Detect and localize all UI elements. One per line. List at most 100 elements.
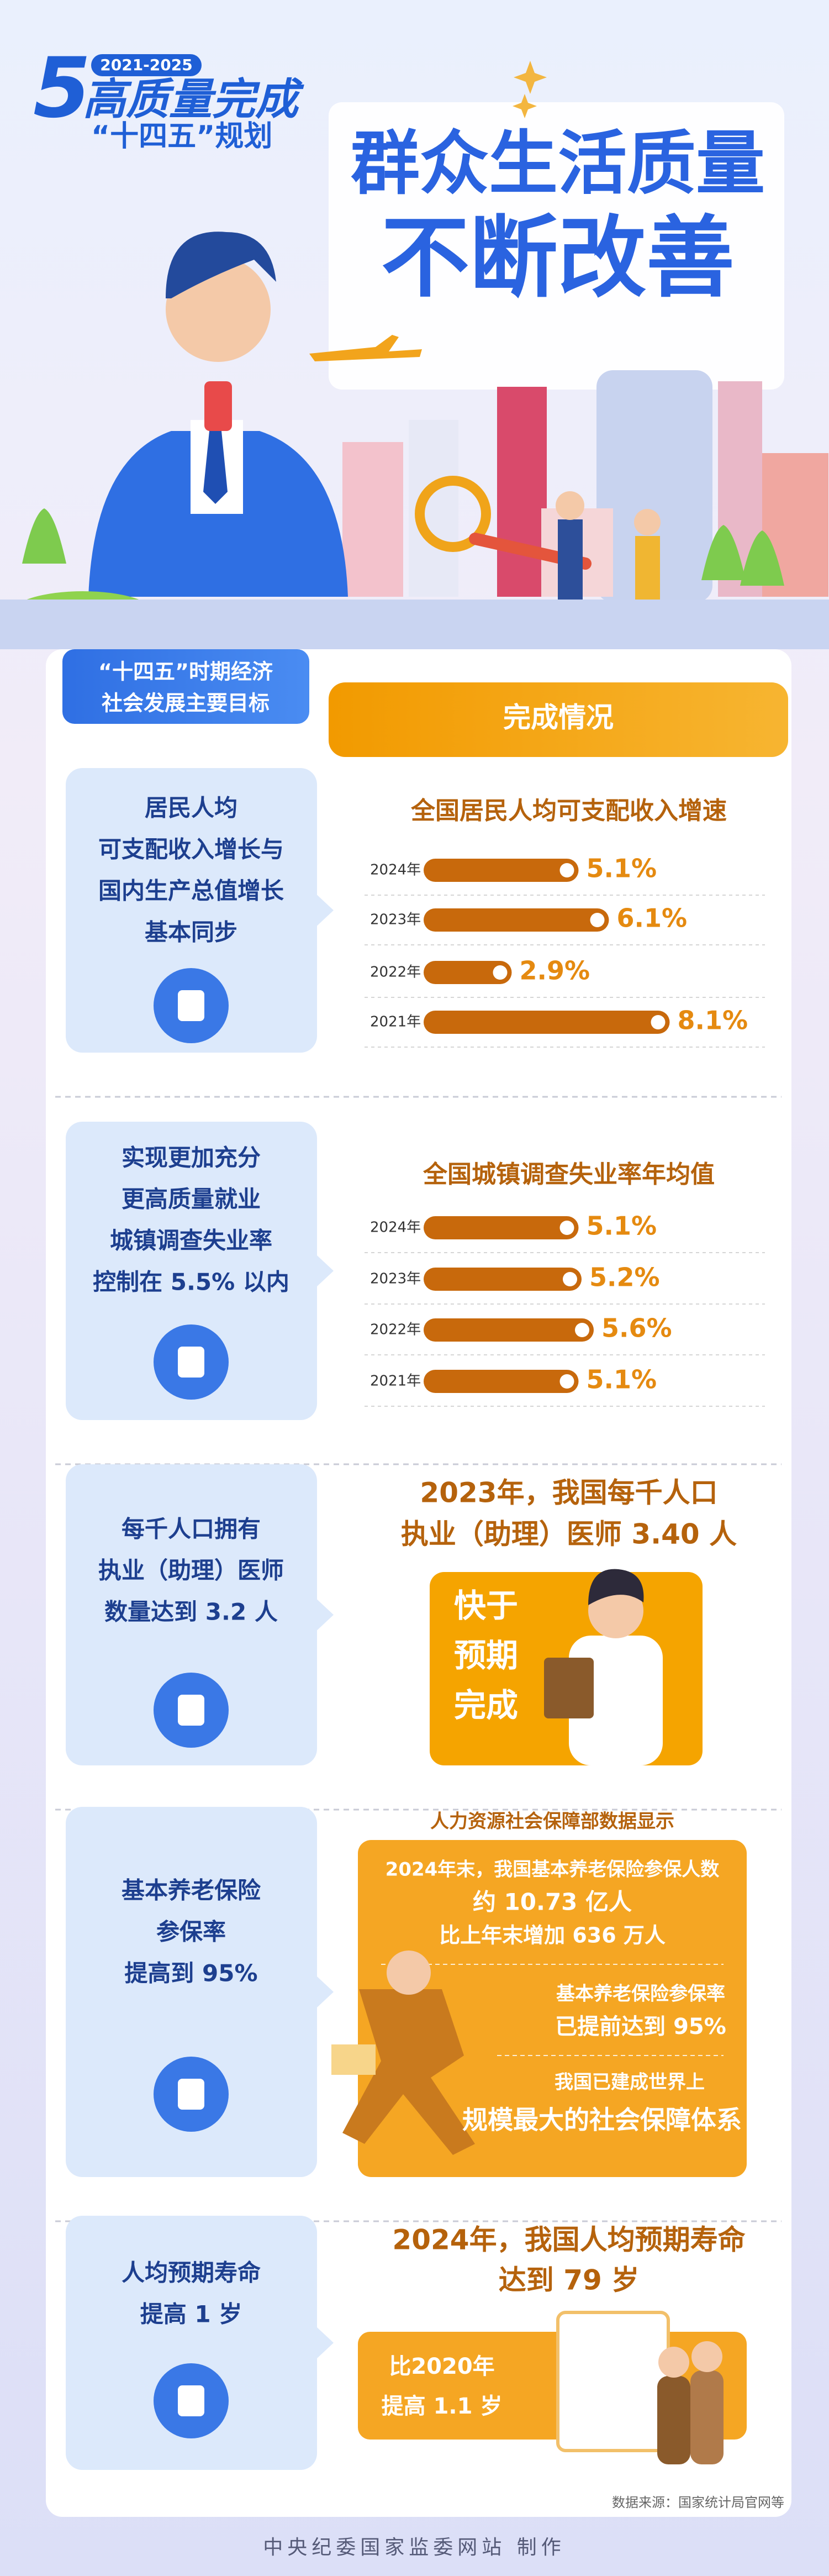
result-text: 约 10.73 亿人: [473, 1889, 632, 1916]
bar: [424, 1318, 594, 1342]
value-label: 5.1%: [587, 1211, 657, 1241]
category-label: 2024年: [370, 862, 421, 879]
bar-dot: [651, 1015, 666, 1029]
result-text: 比2020年: [389, 2354, 494, 2379]
logo-years: 2021-2025: [100, 56, 192, 74]
goal-text: 可支配收入增长与: [98, 836, 284, 863]
result-text: 预期: [454, 1637, 518, 1674]
bar-dot: [590, 913, 605, 927]
bar-dot: [559, 1221, 574, 1235]
bar-dot: [575, 1323, 589, 1337]
goal-text: 数量达到 3.2 人: [104, 1599, 278, 1626]
goal-box: [66, 1122, 317, 1420]
results-tab-label: 完成情况: [503, 702, 614, 734]
elder-body: [690, 2370, 724, 2464]
bar: [424, 1216, 579, 1239]
bar: [424, 859, 579, 882]
result-text: 基本养老保险参保率: [556, 1983, 725, 2005]
goals-tab: [62, 649, 309, 724]
logo-numeral: 5: [33, 40, 91, 136]
goal-text: 控制在 5.5% 以内: [93, 1269, 289, 1296]
value-label: 2.9%: [520, 956, 590, 986]
category-label: 2022年: [370, 1322, 421, 1338]
goal-arrow: [317, 895, 334, 926]
goal-arrow: [317, 1255, 334, 1286]
goal-text: 基本同步: [145, 919, 237, 946]
bar: [424, 1011, 670, 1034]
title-line: 群众生活质量: [351, 124, 765, 204]
goal-box: [66, 768, 317, 1053]
category-label: 2022年: [370, 964, 421, 981]
result-text: 提高 1.1 岁: [382, 2394, 503, 2419]
elder-head: [658, 2347, 689, 2378]
goal-text: 国内生产总值增长: [98, 877, 284, 905]
result-text: 达到 79 岁: [499, 2264, 639, 2296]
goal-box: [66, 1464, 317, 1765]
result-text: 全国城镇调查失业率年均值: [423, 1160, 715, 1189]
clipboard: [544, 1658, 594, 1718]
value-label: 5.2%: [589, 1263, 660, 1292]
result-text: 我国已建成世界上: [555, 2072, 705, 2094]
result-text: 已提前达到 95%: [555, 2014, 726, 2039]
category-label: 2021年: [370, 1014, 421, 1031]
envelope: [331, 2044, 376, 2075]
goal-text: 人均预期寿命: [122, 2259, 261, 2286]
doctor-hair: [588, 1569, 644, 1605]
result-text: 全国居民人均可支配收入增速: [410, 797, 727, 825]
goal-box: [66, 1807, 317, 2177]
source: 数据来源：国家统计局官网等: [612, 2495, 784, 2510]
result-text: 2024年末，我国基本养老保险参保人数: [386, 1859, 720, 1881]
result-text: 人力资源社会保障部数据显示: [430, 1811, 674, 1833]
result-text: 比上年末增加 636 万人: [439, 1923, 666, 1948]
logo-main: 高质量完成: [83, 75, 304, 124]
logo-sub: “十四五”规划: [91, 120, 272, 153]
elder-body: [657, 2376, 690, 2464]
result-text: 2024年，我国人均预期寿命: [392, 2224, 745, 2256]
result-text: 规模最大的社会保障体系: [462, 2105, 742, 2135]
category-label: 2023年: [370, 1271, 421, 1287]
goal-icon-glyph: [178, 1695, 204, 1726]
bar: [424, 1268, 582, 1291]
goal-text: 城镇调查失业率: [110, 1227, 272, 1254]
goal-text: 更高质量就业: [122, 1186, 261, 1213]
bar: [424, 961, 512, 984]
goal-icon-glyph: [178, 990, 204, 1021]
footer: 中央纪委国家监委网站 制作: [263, 2536, 565, 2559]
goal-text: 执业（助理）医师: [98, 1557, 284, 1584]
bar-dot: [559, 863, 574, 877]
goal-text: 参保率: [156, 1918, 226, 1946]
category-label: 2023年: [370, 912, 421, 928]
result-text: 完成: [454, 1686, 518, 1724]
goal-text: 提高到 95%: [124, 1960, 257, 1987]
goal-text: 基本养老保险: [122, 1877, 261, 1904]
header-illustration: [0, 61, 829, 649]
value-label: 6.1%: [617, 903, 688, 933]
value-label: 5.1%: [587, 854, 657, 884]
goals-tab-label: 社会发展主要目标: [102, 691, 270, 716]
goal-text: 居民人均: [145, 795, 237, 822]
elder-head: [691, 2341, 722, 2372]
goal-text: 提高 1 岁: [140, 2301, 242, 2328]
bar: [424, 908, 609, 932]
goal-box: [66, 2216, 317, 2470]
bar-dot: [563, 1272, 577, 1286]
bar: [424, 1370, 579, 1393]
results-tab: [329, 682, 788, 757]
runner-head: [387, 1951, 431, 1995]
title-line: 不断改善: [381, 206, 735, 309]
category-label: 2021年: [370, 1373, 421, 1390]
bar-dot: [559, 1374, 574, 1389]
runner: [342, 1989, 475, 2155]
result-text: 执业（助理）医师 3.40 人: [401, 1518, 737, 1550]
certificate: [556, 2311, 670, 2452]
info-box: [358, 1840, 747, 2177]
result-text: 快于: [454, 1587, 518, 1625]
goal-arrow: [317, 1976, 334, 2007]
goal-icon-glyph: [178, 2079, 204, 2110]
value-label: 5.6%: [601, 1313, 672, 1343]
bar-dot: [493, 965, 508, 980]
goal-text: 实现更加充分: [122, 1144, 261, 1171]
category-label: 2024年: [370, 1219, 421, 1236]
logo-pill: [91, 54, 202, 76]
